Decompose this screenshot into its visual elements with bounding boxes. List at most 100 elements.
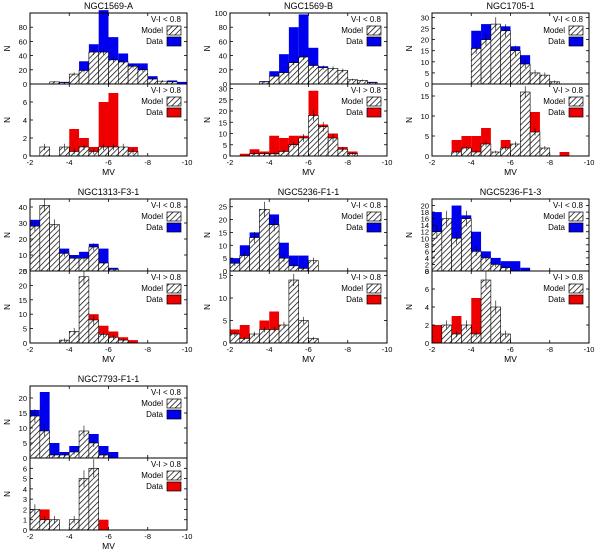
model-bar [118, 61, 129, 85]
legend-data-swatch [166, 107, 182, 118]
x-tick-label: -8 [144, 345, 151, 354]
y-tick-label: 80 [19, 23, 27, 32]
data-bar [98, 446, 109, 458]
data-bar [471, 136, 482, 156]
x-tick-label: -4 [66, 158, 73, 167]
x-axis-label: MV [102, 541, 115, 551]
y-tick-label: 4 [23, 116, 27, 125]
panel-title: NGC5236-F1-1 [278, 187, 340, 197]
y-tick-label: 20 [19, 394, 27, 403]
y-axis-label: N [3, 117, 12, 123]
model-bar [268, 224, 280, 272]
y-tick-label: 18 [421, 208, 429, 217]
y-tick-label: 5 [23, 439, 27, 448]
y-axis-label: N [405, 232, 414, 238]
model-bar [127, 65, 139, 85]
model-bar [259, 208, 270, 272]
x-axis-label: MV [102, 354, 115, 364]
data-bar [239, 325, 250, 343]
panel-title: NGC1569-B [284, 1, 333, 11]
legend-data-swatch [366, 36, 382, 47]
legend-data-label: Data [548, 37, 565, 46]
y-tick-label: 0 [425, 152, 429, 161]
y-tick-label: 15 [421, 92, 429, 101]
bottom-bars [39, 93, 139, 157]
y-tick-label: 5 [23, 325, 27, 334]
x-tick-label: -4 [468, 158, 475, 167]
x-tick-label: -10 [584, 158, 595, 167]
top-bars [29, 199, 119, 272]
legend-model-swatch [166, 470, 182, 481]
model-bar [520, 91, 531, 157]
top-bars [259, 14, 378, 85]
legend-model-swatch [366, 283, 382, 294]
x-tick-label: -6 [507, 345, 514, 354]
x-axis-label: MV [504, 354, 517, 364]
y-tick-label: 20 [19, 281, 27, 290]
x-tick-label: -4 [266, 158, 273, 167]
bottom-bars [432, 271, 511, 344]
model-bar [529, 131, 541, 157]
panel-title: NGC7793-F1-1 [78, 374, 140, 384]
top-legend: V-I < 0.8 Model Data [543, 15, 584, 47]
y-tick-label: 8 [425, 241, 429, 250]
legend-title: V-I < 0.8 [151, 15, 182, 24]
bottom-legend: V-I > 0.8 Model Data [543, 273, 584, 305]
x-tick-label: -10 [382, 345, 393, 354]
y-tick-label: 10 [219, 241, 227, 250]
bottom-legend: V-I > 0.8 Model Data [341, 273, 382, 305]
model-bar [98, 51, 109, 85]
legend-data-label: Data [346, 108, 363, 117]
y-tick-label: 25 [219, 203, 227, 212]
x-tick-label: -8 [546, 345, 553, 354]
y-tick-label: 0 [23, 267, 27, 276]
panel-title: NGC1569-A [84, 1, 133, 11]
x-tick-label: -2 [227, 158, 234, 167]
y-axis-label: N [203, 45, 212, 51]
top-legend: V-I < 0.8 Model Data [543, 201, 584, 233]
model-bar [137, 69, 149, 85]
y-tick-label: 6 [425, 247, 429, 256]
y-tick-label: 0 [223, 267, 227, 276]
x-tick-label: -10 [182, 532, 193, 541]
y-tick-label: 10 [19, 251, 27, 260]
legend-title: V-I < 0.8 [351, 201, 382, 210]
y-tick-label: 5 [425, 132, 429, 141]
bottom-legend: V-I > 0.8 Model Data [341, 86, 382, 118]
legend-title: V-I > 0.8 [351, 86, 382, 95]
y-tick-label: 20 [19, 235, 27, 244]
y-tick-label: 15 [19, 296, 27, 305]
y-tick-label: 100 [214, 9, 227, 18]
y-tick-label: 2 [425, 260, 429, 269]
y-tick-label: 20 [219, 66, 227, 75]
legend-model-swatch [166, 211, 182, 222]
y-tick-label: 6 [23, 98, 27, 107]
y-tick-label: 0 [23, 80, 27, 89]
data-bar [98, 248, 109, 271]
model-bar [298, 56, 309, 85]
bottom-bars [29, 459, 109, 531]
y-tick-label: 5 [425, 69, 429, 78]
panel-3: NGC1313-F3-1 0 10 20 30 40 N V-I < 0.8 Model Data… [3, 187, 192, 364]
y-tick-label: 12 [421, 228, 429, 237]
model-bar [288, 62, 299, 85]
x-tick-label: -6 [105, 532, 112, 541]
model-bar [108, 59, 119, 85]
legend-data-label: Data [146, 295, 163, 304]
legend-data-label: Data [146, 37, 163, 46]
legend-data-swatch [568, 294, 584, 305]
legend-title: V-I < 0.8 [553, 15, 584, 24]
legend-title: V-I < 0.8 [351, 15, 382, 24]
legend-title: V-I < 0.8 [151, 388, 182, 397]
data-bar [239, 153, 250, 156]
legend-title: V-I < 0.8 [151, 201, 182, 210]
y-tick-label: 15 [19, 409, 27, 418]
y-axis-label: N [405, 117, 414, 123]
y-tick-label: 3 [23, 495, 27, 504]
y-tick-label: 10 [19, 310, 27, 319]
bottom-legend: V-I > 0.8 Model Data [543, 86, 584, 118]
y-tick-label: 25 [19, 267, 27, 276]
y-tick-label: 10 [421, 58, 429, 67]
